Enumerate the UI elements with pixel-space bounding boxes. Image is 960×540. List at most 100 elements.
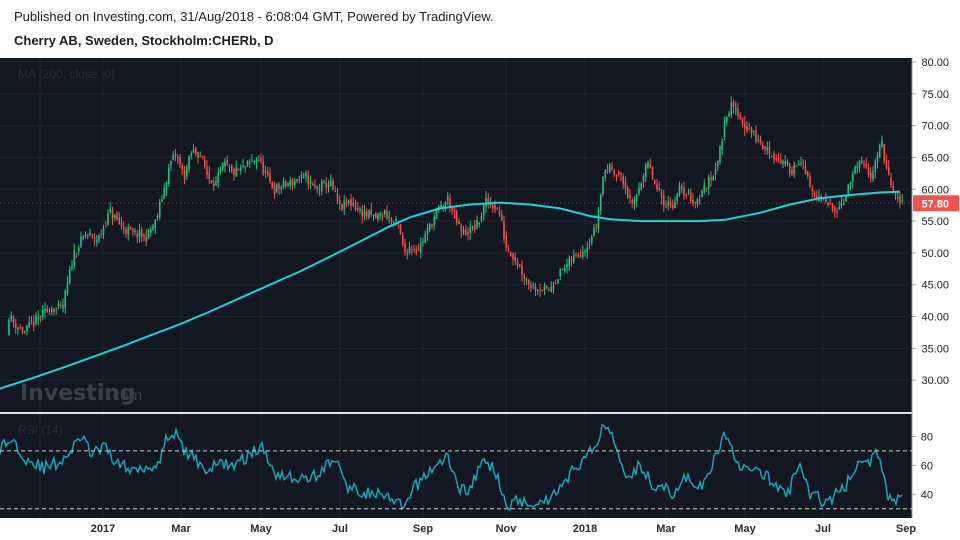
candle-body: [422, 241, 424, 243]
candle-body: [710, 177, 712, 180]
candle-body: [586, 247, 589, 253]
candle-body: [849, 182, 852, 185]
candle-body: [764, 147, 766, 150]
candle-body: [626, 187, 629, 199]
candle-body: [372, 214, 375, 216]
candle-body: [665, 206, 667, 208]
candle-body: [192, 149, 195, 153]
candle-body: [26, 325, 28, 332]
candle-body: [30, 322, 33, 324]
candle-body: [521, 265, 523, 276]
candle-body: [291, 179, 294, 186]
candle-body: [383, 210, 386, 215]
candle-body: [658, 187, 661, 190]
candle-body: [278, 184, 280, 189]
candle-body: [644, 164, 647, 178]
candle-body: [273, 185, 276, 194]
candle-body: [386, 210, 388, 219]
candle-body: [467, 232, 469, 235]
candle-body: [746, 126, 748, 132]
candle-body: [732, 101, 735, 107]
candle-body: [604, 169, 607, 178]
candle-body: [676, 193, 679, 201]
candle-body: [118, 217, 121, 225]
candle-body: [188, 156, 190, 170]
candle-body: [705, 188, 708, 190]
candle-body: [494, 205, 496, 210]
candle-body: [842, 203, 845, 205]
candle-body: [624, 182, 627, 190]
candle-body: [314, 185, 316, 188]
candle-body: [266, 171, 269, 175]
price-axis-ticks: 30.00 35.00 40.00 45.00 50.00 55.00 60.00 65.00…: [912, 58, 949, 387]
candle-body: [345, 202, 348, 205]
candle-body: [669, 202, 672, 206]
price-axis-background: [912, 58, 960, 518]
candle-body: [149, 229, 152, 233]
candle-body: [271, 182, 274, 189]
candle-body: [878, 145, 881, 158]
candle-body: [649, 164, 652, 168]
candle-body: [500, 214, 503, 221]
candle-body: [113, 215, 116, 218]
candle-body: [453, 208, 456, 213]
candle-body: [512, 253, 514, 260]
candle-body: [480, 216, 483, 222]
candle-body: [804, 166, 807, 175]
candle-body: [332, 180, 334, 190]
candle-body: [145, 235, 148, 242]
candle-body: [845, 194, 847, 202]
candle-body: [755, 130, 757, 142]
candle-body: [41, 309, 44, 318]
time-tick-label: Jul: [815, 523, 831, 535]
price-tick-label: 40.00: [921, 312, 949, 324]
candle-body: [59, 304, 62, 307]
candle-body: [12, 316, 15, 323]
candle-body: [809, 176, 811, 187]
candle-body: [523, 275, 526, 279]
stock-chart[interactable]: Investing .com 30.00 35.00 40.00 45.00 50.00…: [0, 58, 960, 540]
candle-body: [442, 206, 445, 208]
candle-body: [638, 188, 640, 194]
candle-body: [435, 210, 438, 219]
candle-body: [347, 200, 350, 204]
candle-body: [147, 228, 150, 239]
candle-body: [183, 170, 186, 180]
candle-body: [640, 183, 643, 190]
candle-body: [109, 208, 112, 213]
time-axis-ticks: 2017 Mar May Jul Sep Nov 2018 Mar May Jul Sep: [91, 523, 917, 535]
candle-body: [892, 185, 895, 193]
candle-body: [80, 236, 82, 247]
candle-body: [300, 174, 303, 178]
candle-body: [48, 313, 51, 315]
candle-body: [194, 148, 197, 155]
candle-body: [721, 139, 724, 150]
candle-body: [102, 227, 105, 234]
candle-body: [572, 255, 575, 263]
candle-body: [156, 216, 159, 219]
candle-body: [462, 230, 465, 233]
time-tick-label: Sep: [413, 523, 433, 535]
chart-header: Published on Investing.com, 31/Aug/2018 …: [0, 0, 960, 58]
candle-body: [622, 176, 625, 184]
candle-body: [460, 225, 463, 232]
candle-body: [37, 317, 40, 320]
candle-body: [696, 199, 699, 203]
candle-body: [449, 198, 451, 208]
candle-body: [203, 160, 206, 168]
candle-body: [743, 123, 746, 130]
candle-body: [840, 203, 843, 207]
candle-body: [53, 308, 55, 312]
candle-body: [766, 147, 769, 150]
candle-body: [221, 162, 224, 170]
candle-body: [75, 253, 78, 255]
candle-body: [95, 240, 98, 242]
candle-body: [46, 308, 49, 312]
candle-body: [206, 166, 208, 175]
candle-body: [23, 330, 26, 332]
candle-body: [237, 169, 240, 171]
candle-body: [255, 160, 258, 163]
candle-body: [615, 174, 618, 176]
candle-body: [377, 214, 379, 220]
candle-body: [293, 180, 296, 186]
